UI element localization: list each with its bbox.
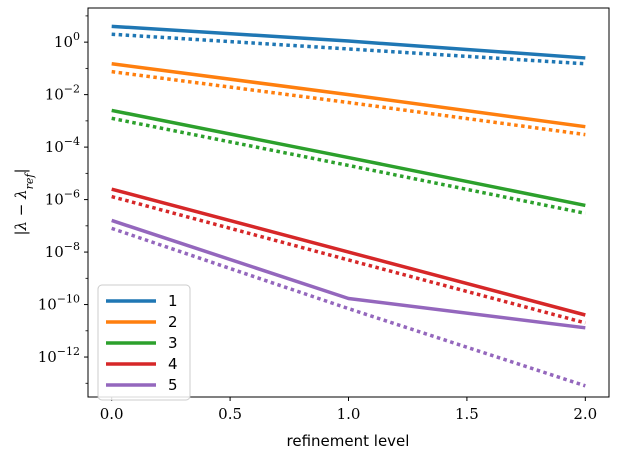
reference-line-3 (111, 116, 586, 216)
series-layer (111, 24, 586, 388)
series-line-2 (111, 62, 586, 129)
series-line-3 (111, 108, 586, 208)
y-tick-label: 10−10 (38, 293, 80, 314)
series-line-4 (111, 187, 586, 317)
x-tick-label: 0.0 (100, 405, 124, 423)
y-tick-label: 10−6 (45, 188, 80, 209)
x-tick-label: 1.5 (455, 405, 479, 423)
y-axis-label: |λ − λref| (12, 168, 36, 235)
reference-line-4 (111, 194, 586, 325)
x-axis-label: refinement level (287, 432, 410, 450)
legend-label-4: 4 (168, 355, 178, 373)
y-tick-label: 10−2 (45, 83, 80, 104)
y-tick-label: 10−12 (38, 345, 80, 366)
series-line-5 (111, 218, 586, 330)
reference-line-5 (111, 226, 586, 388)
series-line-1 (111, 24, 586, 60)
y-tick-label: 10−8 (45, 240, 80, 261)
y-axis-label-group: |λ − λref| (12, 168, 36, 235)
x-axis: 0.0 0.5 1.0 1.5 2.0 (100, 397, 597, 423)
x-tick-label: 0.5 (218, 405, 242, 423)
legend-label-3: 3 (168, 334, 178, 352)
legend: 1 2 3 4 5 (97, 284, 191, 401)
y-tick-label: 100 (54, 30, 80, 51)
legend-label-1: 1 (168, 292, 178, 310)
legend-label-2: 2 (168, 313, 178, 331)
x-tick-label: 2.0 (573, 405, 597, 423)
reference-line-1 (111, 32, 586, 66)
y-tick-label: 10−4 (45, 135, 80, 156)
legend-label-5: 5 (168, 376, 178, 394)
y-axis: 100 10−2 10−4 10−6 10−8 10−10 10−12 (38, 15, 88, 384)
reference-line-2 (111, 69, 586, 137)
x-tick-label: 1.0 (337, 405, 361, 423)
